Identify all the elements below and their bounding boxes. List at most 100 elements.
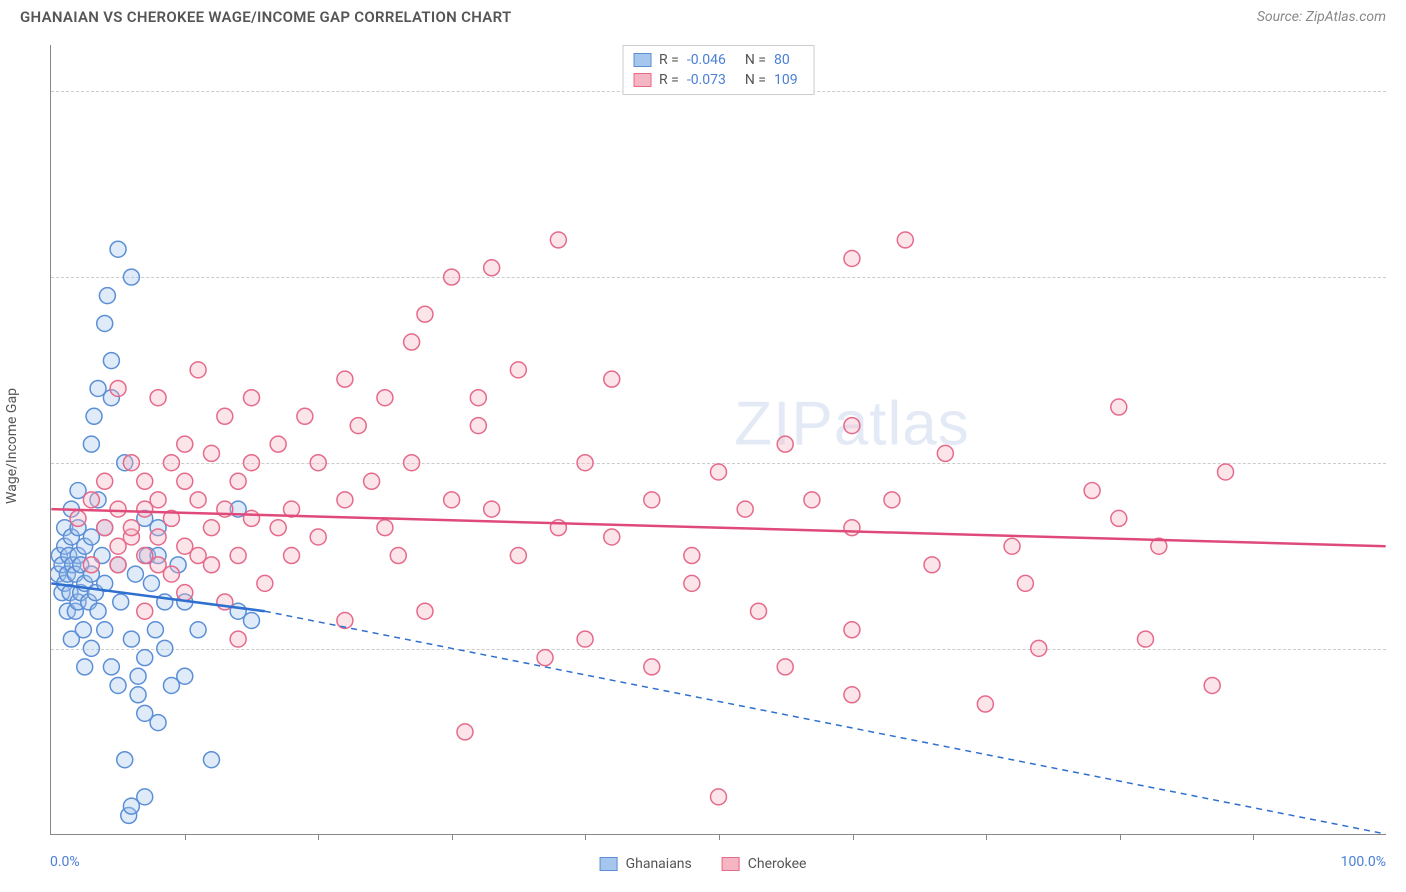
data-point xyxy=(844,622,860,638)
data-point xyxy=(404,334,420,350)
r-value: -0.073 xyxy=(687,72,737,88)
data-point xyxy=(203,752,219,768)
data-point xyxy=(113,594,129,610)
data-point xyxy=(377,520,393,536)
correlation-legend-row: R = -0.073 N = 109 xyxy=(633,70,804,90)
n-value: 80 xyxy=(774,52,804,68)
data-point xyxy=(203,445,219,461)
data-point xyxy=(230,473,246,489)
data-point xyxy=(150,492,166,508)
data-point xyxy=(777,659,793,675)
data-point xyxy=(510,548,526,564)
data-point xyxy=(190,492,206,508)
data-point xyxy=(203,557,219,573)
data-point xyxy=(510,362,526,378)
data-point xyxy=(190,362,206,378)
series-legend-label: Cherokee xyxy=(748,856,807,872)
data-point xyxy=(1111,510,1127,526)
chart-title: GHANAIAN VS CHEROKEE WAGE/INCOME GAP COR… xyxy=(20,8,511,26)
data-point xyxy=(884,492,900,508)
data-point xyxy=(604,529,620,545)
data-point xyxy=(470,390,486,406)
data-point xyxy=(177,473,193,489)
data-point xyxy=(977,696,993,712)
data-point xyxy=(484,501,500,517)
data-point xyxy=(337,371,353,387)
data-point xyxy=(1017,575,1033,591)
data-point xyxy=(103,353,119,369)
data-point xyxy=(123,520,139,536)
x-tick xyxy=(1120,834,1121,840)
data-point xyxy=(1004,538,1020,554)
x-tick xyxy=(585,834,586,840)
data-point xyxy=(110,380,126,396)
n-label: N = xyxy=(745,72,766,88)
r-value: -0.046 xyxy=(687,52,737,68)
data-point xyxy=(99,288,115,304)
data-point xyxy=(110,501,126,517)
x-axis-max-label: 100.0% xyxy=(1341,854,1386,870)
data-point xyxy=(711,789,727,805)
data-point xyxy=(150,715,166,731)
data-point xyxy=(177,668,193,684)
data-point xyxy=(1204,677,1220,693)
x-tick xyxy=(986,834,987,840)
data-point xyxy=(244,510,260,526)
x-tick xyxy=(452,834,453,840)
data-point xyxy=(230,548,246,564)
y-tick-label: 40.0% xyxy=(1391,455,1406,471)
data-point xyxy=(777,436,793,452)
data-point xyxy=(644,659,660,675)
data-point xyxy=(417,603,433,619)
chart-source: Source: ZipAtlas.com xyxy=(1257,9,1386,25)
y-tick-label: 80.0% xyxy=(1391,83,1406,99)
data-point xyxy=(310,529,326,545)
data-point xyxy=(123,455,139,471)
data-point xyxy=(284,548,300,564)
data-point xyxy=(177,436,193,452)
data-point xyxy=(117,752,133,768)
data-point xyxy=(143,575,159,591)
data-point xyxy=(150,529,166,545)
data-point xyxy=(844,520,860,536)
x-tick xyxy=(853,834,854,840)
data-point xyxy=(270,436,286,452)
data-point xyxy=(297,408,313,424)
legend-swatch xyxy=(600,857,618,871)
legend-swatch xyxy=(633,73,651,87)
data-point xyxy=(457,724,473,740)
regression-line xyxy=(51,509,1385,546)
data-point xyxy=(1218,464,1234,480)
legend-swatch xyxy=(633,53,651,67)
data-point xyxy=(137,650,153,666)
data-point xyxy=(97,315,113,331)
data-point xyxy=(103,659,119,675)
data-point xyxy=(257,575,273,591)
data-point xyxy=(444,269,460,285)
series-legend-label: Ghanaians xyxy=(626,856,692,872)
data-point xyxy=(1084,483,1100,499)
data-point xyxy=(97,473,113,489)
data-point xyxy=(751,603,767,619)
data-point xyxy=(177,585,193,601)
correlation-legend-row: R = -0.046 N = 80 xyxy=(633,50,804,70)
chart-plot-area: ZIPatlas R = -0.046 N = 80 R = -0.073 N … xyxy=(50,45,1386,835)
data-point xyxy=(130,668,146,684)
data-point xyxy=(937,445,953,461)
data-point xyxy=(86,408,102,424)
data-point xyxy=(77,659,93,675)
x-tick xyxy=(1253,834,1254,840)
data-point xyxy=(147,622,163,638)
data-point xyxy=(90,603,106,619)
data-point xyxy=(1137,631,1153,647)
data-point xyxy=(163,455,179,471)
data-point xyxy=(577,631,593,647)
r-label: R = xyxy=(659,52,679,68)
data-point xyxy=(444,492,460,508)
data-point xyxy=(83,640,99,656)
data-point xyxy=(364,473,380,489)
legend-swatch xyxy=(722,857,740,871)
data-point xyxy=(844,251,860,267)
x-tick xyxy=(318,834,319,840)
data-point xyxy=(924,557,940,573)
